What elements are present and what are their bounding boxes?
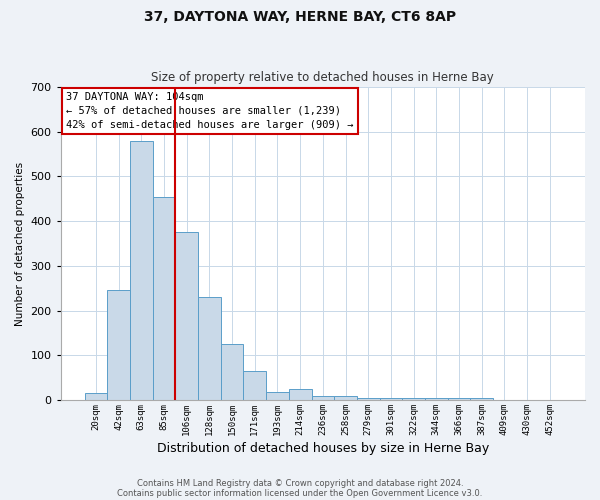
Text: Contains public sector information licensed under the Open Government Licence v3: Contains public sector information licen…: [118, 488, 482, 498]
Bar: [448, 398, 470, 400]
Bar: [107, 290, 130, 400]
Bar: [357, 398, 380, 400]
Bar: [380, 398, 402, 400]
X-axis label: Distribution of detached houses by size in Herne Bay: Distribution of detached houses by size …: [157, 442, 489, 455]
Bar: [470, 398, 493, 400]
Text: 37 DAYTONA WAY: 104sqm
← 57% of detached houses are smaller (1,239)
42% of semi-: 37 DAYTONA WAY: 104sqm ← 57% of detached…: [66, 92, 353, 130]
Bar: [130, 140, 152, 400]
Bar: [425, 398, 448, 400]
Bar: [402, 398, 425, 400]
Bar: [266, 392, 289, 400]
Bar: [244, 371, 266, 400]
Y-axis label: Number of detached properties: Number of detached properties: [15, 162, 25, 326]
Bar: [175, 232, 198, 400]
Bar: [221, 344, 244, 400]
Text: 37, DAYTONA WAY, HERNE BAY, CT6 8AP: 37, DAYTONA WAY, HERNE BAY, CT6 8AP: [144, 10, 456, 24]
Bar: [198, 297, 221, 400]
Bar: [152, 196, 175, 400]
Text: Contains HM Land Registry data © Crown copyright and database right 2024.: Contains HM Land Registry data © Crown c…: [137, 478, 463, 488]
Bar: [289, 389, 311, 400]
Bar: [334, 396, 357, 400]
Bar: [311, 396, 334, 400]
Title: Size of property relative to detached houses in Herne Bay: Size of property relative to detached ho…: [151, 72, 494, 85]
Bar: [85, 394, 107, 400]
